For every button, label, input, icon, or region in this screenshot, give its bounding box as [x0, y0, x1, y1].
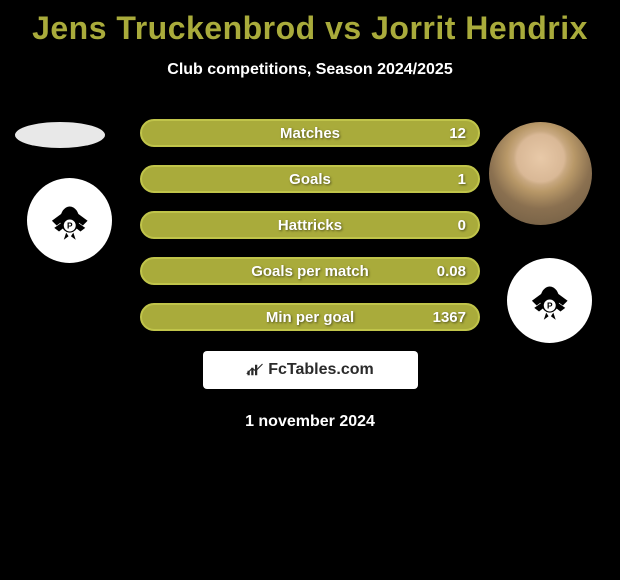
- stat-row: Min per goal 1367: [140, 303, 480, 331]
- stats-container: Matches 12 Goals 1 Hattricks 0 Goals per…: [0, 119, 620, 331]
- stat-value: 0.08: [437, 263, 466, 280]
- brand-text: FcTables.com: [268, 361, 374, 379]
- stat-row: Hattricks 0: [140, 211, 480, 239]
- stat-row: Matches 12: [140, 119, 480, 147]
- stat-label: Min per goal: [266, 309, 354, 326]
- stat-row: Goals per match 0.08: [140, 257, 480, 285]
- stat-label: Hattricks: [278, 217, 342, 234]
- stat-label: Matches: [280, 125, 340, 142]
- stat-value: 1: [458, 171, 466, 188]
- date-text: 1 november 2024: [0, 413, 620, 431]
- bar-chart-icon: [246, 363, 264, 377]
- stat-value: 1367: [433, 309, 466, 326]
- stat-label: Goals per match: [251, 263, 369, 280]
- stat-label: Goals: [289, 171, 331, 188]
- stat-value: 0: [458, 217, 466, 234]
- comparison-subtitle: Club competitions, Season 2024/2025: [0, 61, 620, 79]
- comparison-title: Jens Truckenbrod vs Jorrit Hendrix: [0, 0, 620, 47]
- stat-value: 12: [449, 125, 466, 142]
- stat-row: Goals 1: [140, 165, 480, 193]
- brand-badge: FcTables.com: [203, 351, 418, 389]
